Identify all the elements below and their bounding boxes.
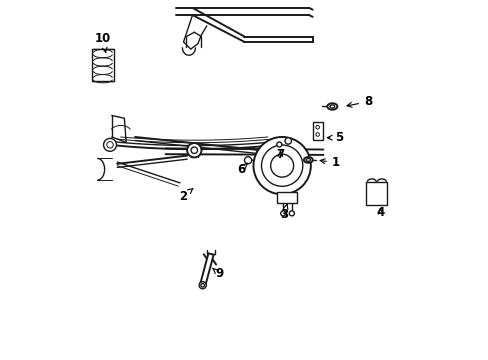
Circle shape (315, 133, 319, 136)
Text: 6: 6 (236, 163, 247, 176)
Circle shape (201, 283, 204, 287)
Bar (366, 182, 386, 205)
Text: 7: 7 (276, 148, 284, 161)
Circle shape (289, 211, 294, 216)
Circle shape (273, 147, 284, 158)
Circle shape (261, 145, 302, 186)
Bar (92, 49, 114, 81)
Bar (312, 122, 322, 140)
Circle shape (103, 138, 116, 151)
Bar (277, 192, 297, 203)
Text: 1: 1 (320, 156, 339, 169)
Ellipse shape (303, 157, 312, 163)
Circle shape (276, 142, 281, 147)
Circle shape (285, 138, 291, 144)
Circle shape (199, 282, 206, 289)
Circle shape (106, 141, 113, 148)
Circle shape (280, 211, 285, 216)
Text: 3: 3 (279, 204, 287, 221)
Ellipse shape (329, 105, 334, 108)
Circle shape (191, 147, 197, 153)
Text: 8: 8 (346, 95, 371, 108)
Text: 5: 5 (327, 131, 343, 144)
Polygon shape (200, 253, 213, 286)
Text: 4: 4 (376, 207, 384, 220)
Circle shape (253, 137, 310, 194)
Circle shape (187, 143, 201, 157)
Text: 10: 10 (95, 32, 111, 52)
Circle shape (270, 154, 293, 177)
Ellipse shape (305, 158, 310, 161)
Text: 9: 9 (212, 267, 223, 280)
Text: 2: 2 (179, 189, 192, 203)
Circle shape (244, 157, 251, 164)
Circle shape (315, 126, 319, 129)
Ellipse shape (326, 103, 337, 110)
